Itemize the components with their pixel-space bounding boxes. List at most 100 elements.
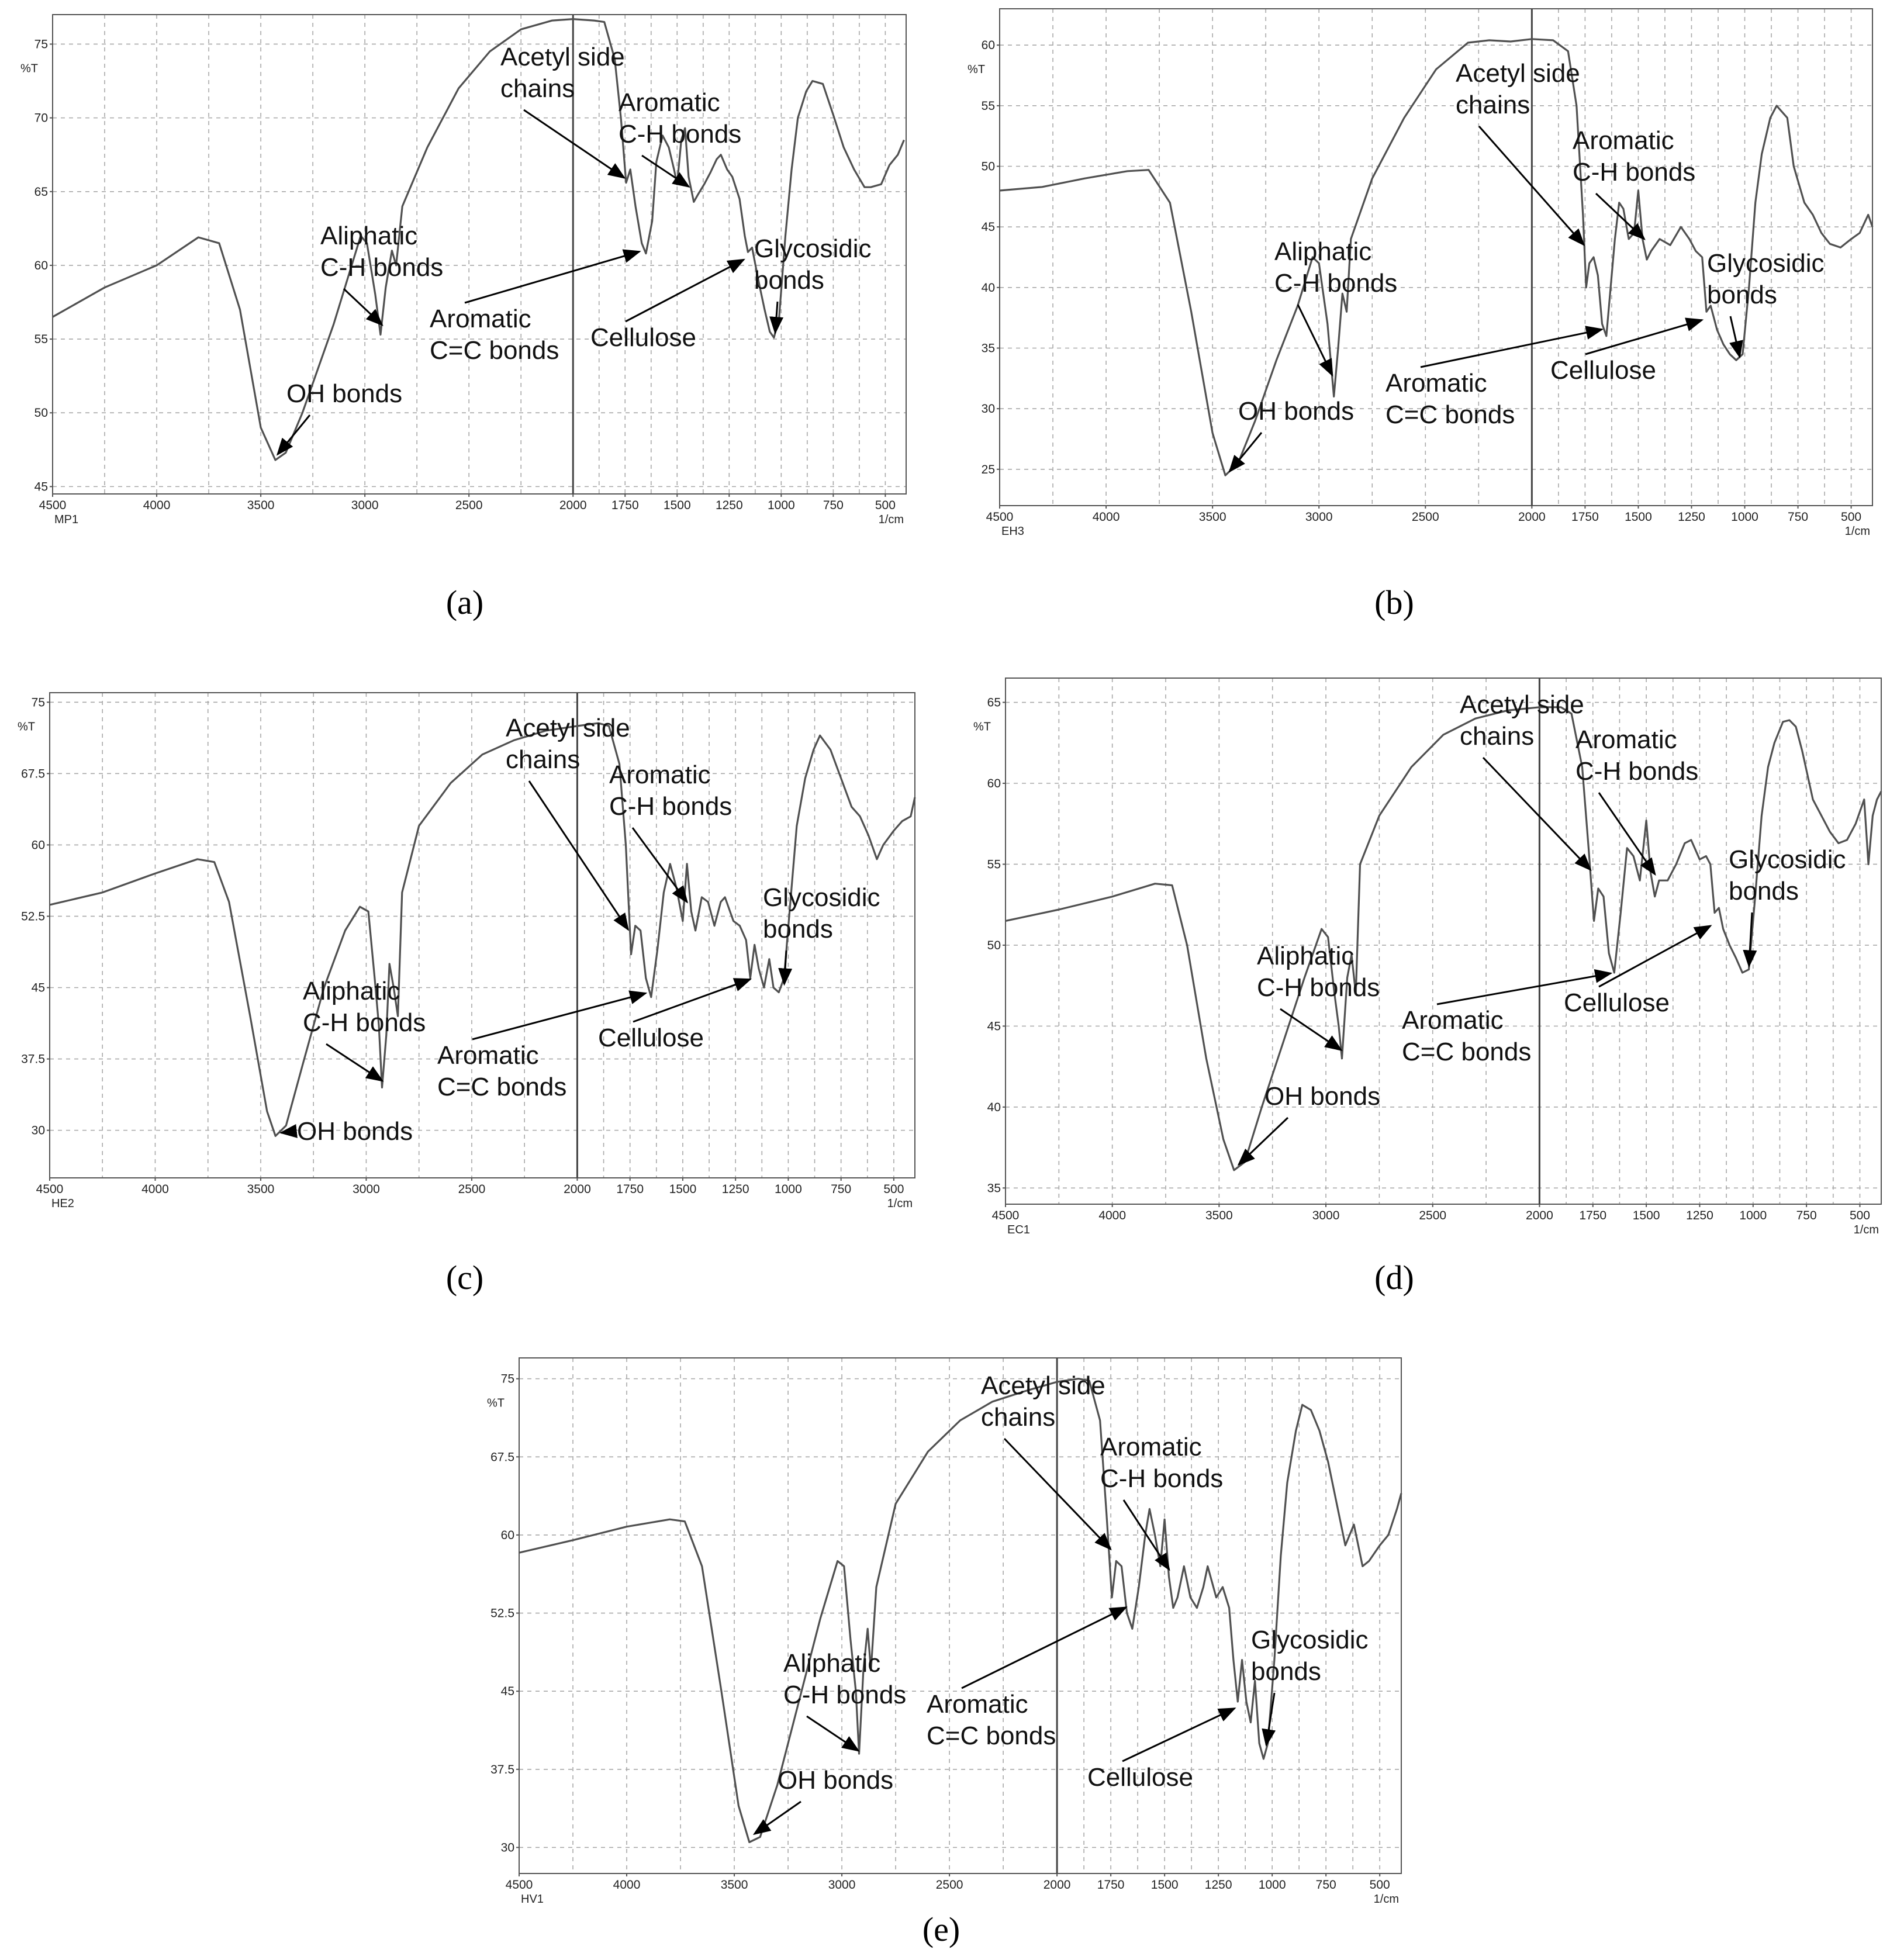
sample-id: HV1: [521, 1893, 544, 1906]
y-tick-label: 40: [982, 281, 995, 295]
annotation-arrow: [528, 780, 630, 931]
annotation-arrow: [641, 154, 690, 188]
y-tick-label: 60: [987, 777, 1001, 790]
y-tick-label: 75: [34, 37, 48, 51]
annotation-arrow: [1598, 792, 1656, 876]
y-tick-label: 55: [982, 99, 995, 113]
y-tick-label: 50: [987, 939, 1001, 952]
annotation-label: Acetyl side chains: [506, 714, 630, 774]
y-axis-label: %T: [20, 62, 38, 75]
panel-d: 35 40 45 50 55 60 65 %T 4500 4000 3500 3000 2500 2000…: [973, 677, 1882, 1297]
x-tick-label: 2500: [455, 499, 483, 512]
annotation-arrow: [1420, 326, 1604, 368]
y-tick-label: 37.5: [21, 1053, 45, 1066]
annotation-label: OH bonds: [1264, 1082, 1380, 1111]
x-axis-unit: 1/cm: [1374, 1893, 1399, 1906]
annotation-arrow: [1585, 317, 1704, 355]
annotation-arrow: [1003, 1437, 1112, 1551]
spectrum-line: [999, 38, 1874, 476]
y-tick-label: 60: [32, 838, 45, 852]
annotation-label: Aromatic C=C bonds: [1385, 369, 1515, 429]
plot-frame: [49, 692, 915, 1178]
sample-id: HE2: [51, 1197, 74, 1210]
y-tick-label: 25: [982, 463, 995, 476]
sample-id: EH3: [1001, 525, 1024, 538]
annotation-arrow: [631, 827, 688, 904]
y-tick-label: 60: [982, 39, 995, 52]
annotation-arrow: [625, 258, 745, 323]
plot-frame: [519, 1357, 1402, 1874]
x-tick-label: 1250: [1205, 1878, 1232, 1892]
annotation-label: Aliphatic C-H bonds: [303, 977, 426, 1037]
annotation-label: Cellulose: [590, 323, 696, 352]
panel-label: (c): [446, 1259, 483, 1297]
annotation-arrow: [769, 301, 784, 335]
x-tick-label: 1500: [1633, 1209, 1660, 1222]
y-tick-label: 60: [501, 1529, 514, 1542]
annotation-arrow: [806, 1715, 860, 1752]
y-tick-label: 75: [501, 1373, 514, 1386]
x-tick-label: 3000: [1305, 510, 1333, 524]
y-tick-label: 45: [32, 981, 45, 995]
x-tick-label: 750: [823, 499, 844, 512]
y-tick-label: 50: [982, 160, 995, 174]
annotation-arrow: [279, 1124, 298, 1138]
x-tick-label: 500: [1841, 510, 1861, 524]
y-tick-label: 75: [32, 696, 45, 709]
annotation-arrow: [1280, 1008, 1343, 1052]
x-tick-label: 2500: [458, 1183, 486, 1196]
x-axis-unit: 1/cm: [887, 1197, 913, 1210]
x-tick-label: 1750: [616, 1183, 644, 1196]
y-tick-label: 35: [987, 1181, 1001, 1195]
x-tick-label: 750: [1788, 510, 1808, 524]
sample-id: MP1: [54, 513, 78, 526]
annotation-arrow: [961, 1606, 1128, 1689]
x-tick-label: 3000: [1312, 1209, 1340, 1222]
x-tick-label: 3500: [721, 1878, 748, 1892]
x-tick-label: 4000: [143, 499, 171, 512]
y-tick-label: 45: [987, 1019, 1001, 1033]
x-tick-label: 2500: [1419, 1209, 1446, 1222]
x-tick-label: 2000: [1044, 1878, 1071, 1892]
annotation-arrow: [1478, 126, 1585, 247]
annotation-label: Acetyl side chains: [1456, 59, 1580, 119]
annotation-label: Aliphatic C-H bonds: [783, 1649, 906, 1709]
annotation-arrow: [326, 1043, 384, 1082]
annotation-label: Cellulose: [1564, 988, 1670, 1017]
y-tick-label: 70: [34, 112, 48, 125]
y-tick-label: 37.5: [490, 1763, 514, 1776]
y-tick-label: 67.5: [21, 767, 45, 780]
x-tick-label: 1750: [1097, 1878, 1125, 1892]
x-tick-label: 1500: [664, 499, 691, 512]
annotation-arrow: [633, 978, 752, 1023]
plot-frame: [1005, 677, 1882, 1205]
x-tick-label: 500: [875, 499, 896, 512]
annotation-label: Aromatic C=C bonds: [927, 1690, 1056, 1750]
annotation-arrow: [1482, 756, 1592, 872]
x-tick-label: 4000: [613, 1878, 641, 1892]
annotation-label: OH bonds: [286, 379, 402, 408]
x-tick-label: 1750: [1579, 1209, 1606, 1222]
annotation-label: Acetyl side chains: [500, 43, 625, 103]
annotation-label: Glycosidic bonds: [1251, 1626, 1369, 1686]
x-tick-label: 2000: [1526, 1209, 1553, 1222]
annotation-label: Aromatic C=C bonds: [437, 1041, 566, 1101]
annotation-arrow: [778, 950, 793, 986]
x-tick-label: 3500: [1205, 1209, 1233, 1222]
x-tick-label: 4500: [986, 510, 1014, 524]
annotation-label: Glycosidic bonds: [754, 234, 872, 295]
annotation-arrow: [1262, 1692, 1276, 1747]
y-tick-label: 40: [987, 1101, 1001, 1114]
annotation-arrow: [1729, 316, 1743, 359]
annotation-label: Aromatic C-H bonds: [1575, 725, 1698, 786]
x-tick-label: 4500: [39, 499, 67, 512]
x-tick-label: 1250: [1686, 1209, 1713, 1222]
annotation-label: Aromatic C=C bonds: [430, 305, 559, 365]
x-tick-label: 1000: [1731, 510, 1758, 524]
annotation-arrow: [1122, 1499, 1170, 1571]
y-tick-label: 45: [34, 480, 48, 493]
y-tick-label: 65: [987, 696, 1001, 710]
sample-id: EC1: [1007, 1223, 1030, 1236]
annotation-arrow: [1237, 1116, 1289, 1166]
